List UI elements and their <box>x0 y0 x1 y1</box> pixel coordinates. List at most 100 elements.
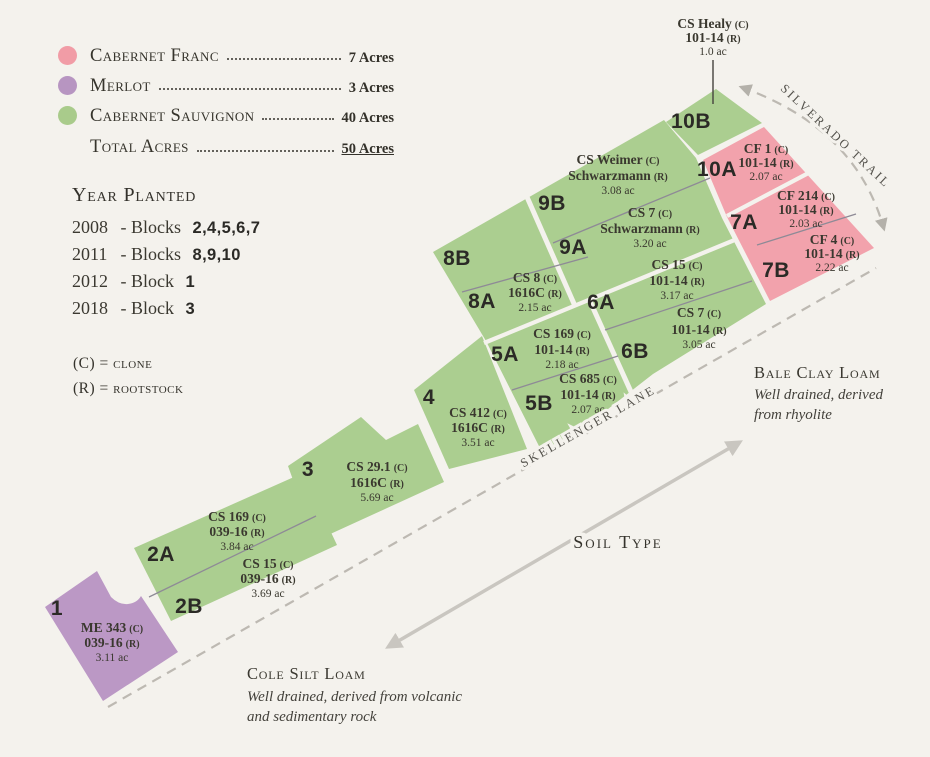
svg-text:101-14(R): 101-14 (R) <box>534 342 589 357</box>
block-2-shape <box>134 473 337 621</box>
gap-5-6 <box>586 297 635 396</box>
block-label-1: 1 <box>51 597 63 620</box>
year-row-2011: 2011 - Blocks 8,9,10 <box>72 243 241 264</box>
legend-label: Merlot <box>90 75 151 96</box>
silverado-trail-arrow <box>738 84 888 232</box>
block-label-2b: 2B <box>175 595 203 618</box>
svg-text:CS 7(C): CS 7 (C) <box>628 205 672 220</box>
cabernet-sauvignon-swatch-icon <box>58 106 77 125</box>
bale-clay-loam-label: Bale Clay Loam Well drained, derived fro… <box>754 363 884 423</box>
block-label-9a: 9A <box>559 236 587 259</box>
block-8-info: CS 8 (C) 1616C (R) 2.15 ac <box>508 270 562 314</box>
svg-text:3.69 ac: 3.69 ac <box>251 588 284 600</box>
svg-text:101-14(R): 101-14 (R) <box>671 322 726 337</box>
block-9b-info: CS Weimer (C) Schwarzmann (R) 3.08 ac <box>568 152 667 197</box>
block-label-5a: 5A <box>491 343 519 366</box>
row-line-block-7 <box>756 213 857 246</box>
svg-text:CF 214(C): CF 214 (C) <box>777 188 835 203</box>
svg-text:Cole Silt Loam: Cole Silt Loam <box>247 664 366 683</box>
svg-text:CS Weimer(C): CS Weimer (C) <box>576 152 659 167</box>
block-6b-info: CS 7 (C) 101-14 (R) 3.05 ac <box>671 305 726 351</box>
block-label-3: 3 <box>302 458 314 481</box>
svg-text:1616C(R): 1616C (R) <box>350 475 404 490</box>
row-line-block-9 <box>552 177 711 244</box>
svg-text:2.07 ac: 2.07 ac <box>749 171 782 183</box>
block-9a-info: CS 7 (C) Schwarzmann (R) 3.20 ac <box>600 205 699 250</box>
svg-text:2.15 ac: 2.15 ac <box>518 302 551 314</box>
svg-text:CS 169(C): CS 169 (C) <box>533 326 591 341</box>
row-line-block-5 <box>511 355 619 391</box>
block-label-10b: 10B <box>671 110 711 133</box>
svg-text:3.20 ac: 3.20 ac <box>633 238 666 250</box>
svg-text:CS 15(C): CS 15 (C) <box>651 257 702 272</box>
svg-text:CS 412(C): CS 412 (C) <box>449 405 507 420</box>
svg-text:2.22 ac: 2.22 ac <box>815 262 848 274</box>
legend-label: Cabernet Sauvignon <box>90 105 255 126</box>
svg-text:039-16(R): 039-16 (R) <box>209 524 264 539</box>
cabernet-franc-swatch-icon <box>58 46 77 65</box>
block-2a-info: CS 169 (C) 039-16 (R) 3.84 ac <box>208 509 266 553</box>
svg-text:101-14(R): 101-14 (R) <box>778 202 833 217</box>
block-1-info: ME 343 (C) 039-16 (R) 3.11 ac <box>81 620 143 664</box>
svg-text:1616C(R): 1616C (R) <box>451 420 505 435</box>
svg-text:101-14(R): 101-14 (R) <box>738 155 793 170</box>
dotted-leader <box>196 149 334 152</box>
soil-type-arrow <box>385 440 743 649</box>
svg-text:3.17 ac: 3.17 ac <box>660 290 693 302</box>
svg-text:CS Healy(C): CS Healy (C) <box>677 16 748 31</box>
legend-row-cabernet-franc: Cabernet Franc 7 Acres <box>58 46 394 65</box>
svg-text:Schwarzmann(R): Schwarzmann (R) <box>600 221 699 236</box>
rootstock-note: (R) = rootstock <box>73 379 184 397</box>
block-2b-info: CS 15 (C) 039-16 (R) 3.69 ac <box>240 556 295 600</box>
svg-text:101-14(R): 101-14 (R) <box>685 30 740 45</box>
svg-text:039-16(R): 039-16 (R) <box>84 635 139 650</box>
legend-label: Cabernet Franc <box>90 45 219 66</box>
block-5a-info: CS 169 (C) 101-14 (R) 2.18 ac <box>533 326 591 371</box>
lane-divider-gap <box>483 237 738 345</box>
block-label-6b: 6B <box>621 340 649 363</box>
dotted-leader <box>158 88 341 90</box>
svg-text:101-14(R): 101-14 (R) <box>804 246 859 261</box>
gap-8-9 <box>524 195 578 308</box>
cabernet-franc-blocks-shape <box>703 127 874 301</box>
svg-text:2.03 ac: 2.03 ac <box>789 218 822 230</box>
soil-type-heading: Soil Type <box>573 532 662 552</box>
block-6a-info: CS 15 (C) 101-14 (R) 3.17 ac <box>649 257 704 302</box>
svg-text:5.69 ac: 5.69 ac <box>360 492 393 504</box>
block-4-shape <box>414 336 527 469</box>
svg-text:CF 1(C): CF 1 (C) <box>744 141 789 156</box>
block-4-info: CS 412 (C) 1616C (R) 3.51 ac <box>449 405 507 449</box>
svg-text:101-14(R): 101-14 (R) <box>649 273 704 288</box>
legend-acres: 7 Acres <box>348 49 394 66</box>
svg-text:ME 343(C): ME 343 (C) <box>81 620 143 635</box>
year-row-2008: 2008 - Blocks 2,4,5,6,7 <box>72 216 261 237</box>
svg-text:CS 685(C): CS 685 (C) <box>559 371 617 386</box>
legend-row-merlot: Merlot 3 Acres <box>58 76 394 95</box>
block-cf1-info: CF 1 (C) 101-14 (R) 2.07 ac <box>738 141 793 183</box>
clone-note: (C) = clone <box>73 354 153 372</box>
merlot-swatch-icon <box>58 76 77 95</box>
svg-text:CS 29.1(C): CS 29.1 (C) <box>346 459 407 474</box>
row-line-block-8 <box>461 256 589 293</box>
svg-text:3.51 ac: 3.51 ac <box>461 437 494 449</box>
block-label-9b: 9B <box>538 192 566 215</box>
block-label-6a: 6A <box>587 291 615 314</box>
svg-text:2.18 ac: 2.18 ac <box>545 359 578 371</box>
svg-text:101-14(R): 101-14 (R) <box>560 387 615 402</box>
block-label-7a: 7A <box>730 211 758 234</box>
svg-text:CS 169(C): CS 169 (C) <box>208 509 266 524</box>
info-panel: Cabernet Franc 7 Acres Merlot 3 Acres Ca… <box>58 46 394 401</box>
block-label-5b: 5B <box>525 392 553 415</box>
block-label-10a: 10A <box>697 158 737 181</box>
legend-acres: 40 Acres <box>341 109 395 126</box>
row-line-block-6 <box>604 280 753 331</box>
block-label-7b: 7B <box>762 259 790 282</box>
row-line-block-2 <box>148 515 317 598</box>
blocks-5-to-9-shape <box>433 120 766 458</box>
svg-text:CF 4(C): CF 4 (C) <box>810 232 855 247</box>
svg-text:3.11 ac: 3.11 ac <box>96 652 129 664</box>
gap-cf1-cf214 <box>726 166 819 218</box>
year-planted-section: Year Planted 2008 - Blocks 2,4,5,6,7 201… <box>72 184 394 319</box>
